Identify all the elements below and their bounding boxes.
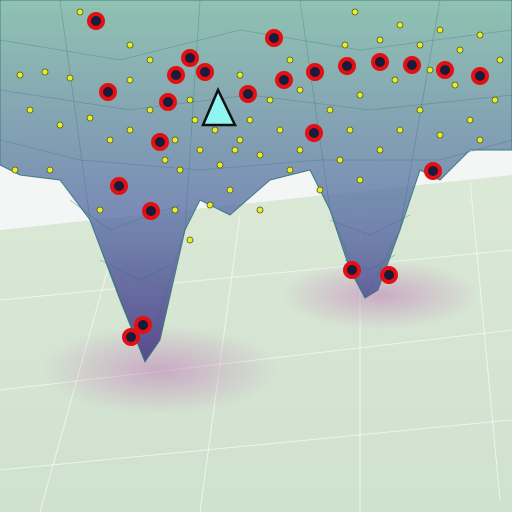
samples bbox=[11, 8, 504, 244]
current-position bbox=[201, 86, 237, 127]
shadow bbox=[40, 325, 280, 415]
markers bbox=[87, 12, 489, 346]
shadow bbox=[280, 260, 480, 330]
